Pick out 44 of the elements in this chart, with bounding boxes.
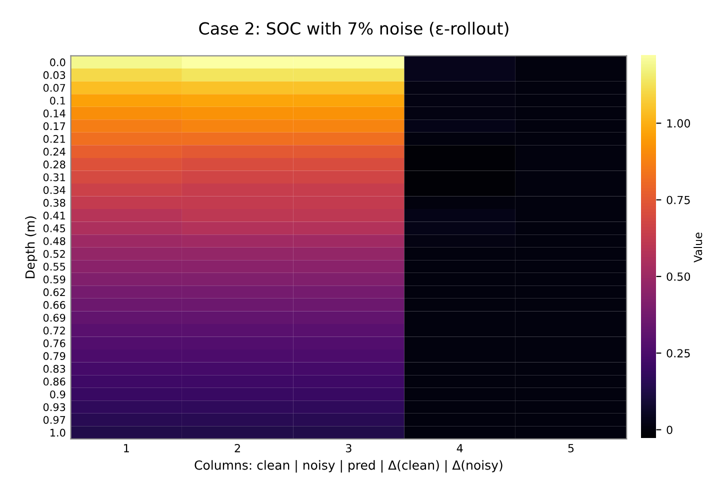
y-tick-label: 0.17 — [43, 122, 66, 130]
y-tick-label: 0.59 — [43, 276, 66, 284]
color-bar-label: 0.25 — [666, 349, 690, 358]
y-tick-label: 0.31 — [43, 173, 65, 182]
y-tick-label: 0.76 — [43, 339, 66, 348]
y-tick-label: 0.9 — [50, 390, 66, 398]
chart-title: Case 2: SOC with 7% noise (ε-rollout) — [199, 22, 508, 37]
y-tick-label: 0.28 — [43, 160, 66, 168]
y-tick-label: 0.48 — [43, 237, 66, 246]
y-tick-label: 0.38 — [43, 198, 66, 207]
y-tick-label: 0.79 — [43, 352, 66, 360]
y-tick-label: 0.03 — [43, 71, 66, 80]
y-tick-label: 0.07 — [43, 84, 66, 92]
color-bar-label: 0.50 — [666, 272, 690, 281]
y-tick-label: 0.1 — [50, 96, 65, 105]
y-tick-label: 0.45 — [43, 224, 66, 232]
x-tick-label: 3 — [346, 444, 352, 452]
y-tick-label: 0.69 — [43, 314, 66, 322]
y-tick-label: 0.24 — [43, 148, 66, 156]
y-tick-label: 0.34 — [43, 186, 66, 194]
y-tick-label: 0.52 — [43, 250, 65, 258]
x-tick-label: 4 — [456, 444, 463, 452]
y-axis-title: Depth (m) — [25, 216, 38, 278]
y-tick-label: 0.83 — [43, 364, 66, 373]
x-tick-label: 1 — [124, 444, 129, 452]
y-tick-label: 0.41 — [43, 212, 65, 220]
y-tick-label: 1.0 — [50, 428, 66, 437]
color-bar-label: 0.75 — [666, 196, 690, 204]
y-tick-label: 0.72 — [43, 326, 65, 334]
y-tick-label: 0.66 — [43, 301, 66, 309]
y-tick-label: 0.86 — [43, 378, 66, 386]
x-tick-label: 2 — [234, 444, 240, 452]
color-bar-label: 0 — [666, 426, 672, 434]
y-tick-label: 0.55 — [43, 262, 66, 271]
y-tick-label: 0.62 — [43, 288, 65, 296]
y-tick-label: 0.93 — [43, 403, 66, 412]
y-tick-label: 0.14 — [43, 109, 66, 118]
y-tick-label: 0.97 — [43, 416, 66, 424]
color-bar-label: 1.00 — [667, 119, 690, 128]
color-bar-title: Value — [694, 232, 702, 263]
x-tick-label: 5 — [568, 444, 574, 452]
y-tick-label: 0.21 — [43, 135, 65, 143]
x-axis-title: Columns: clean | noisy | pred | Δ(clean) | Δ(noisy) — [194, 460, 502, 473]
y-tick-label: 0.0 — [50, 58, 66, 66]
